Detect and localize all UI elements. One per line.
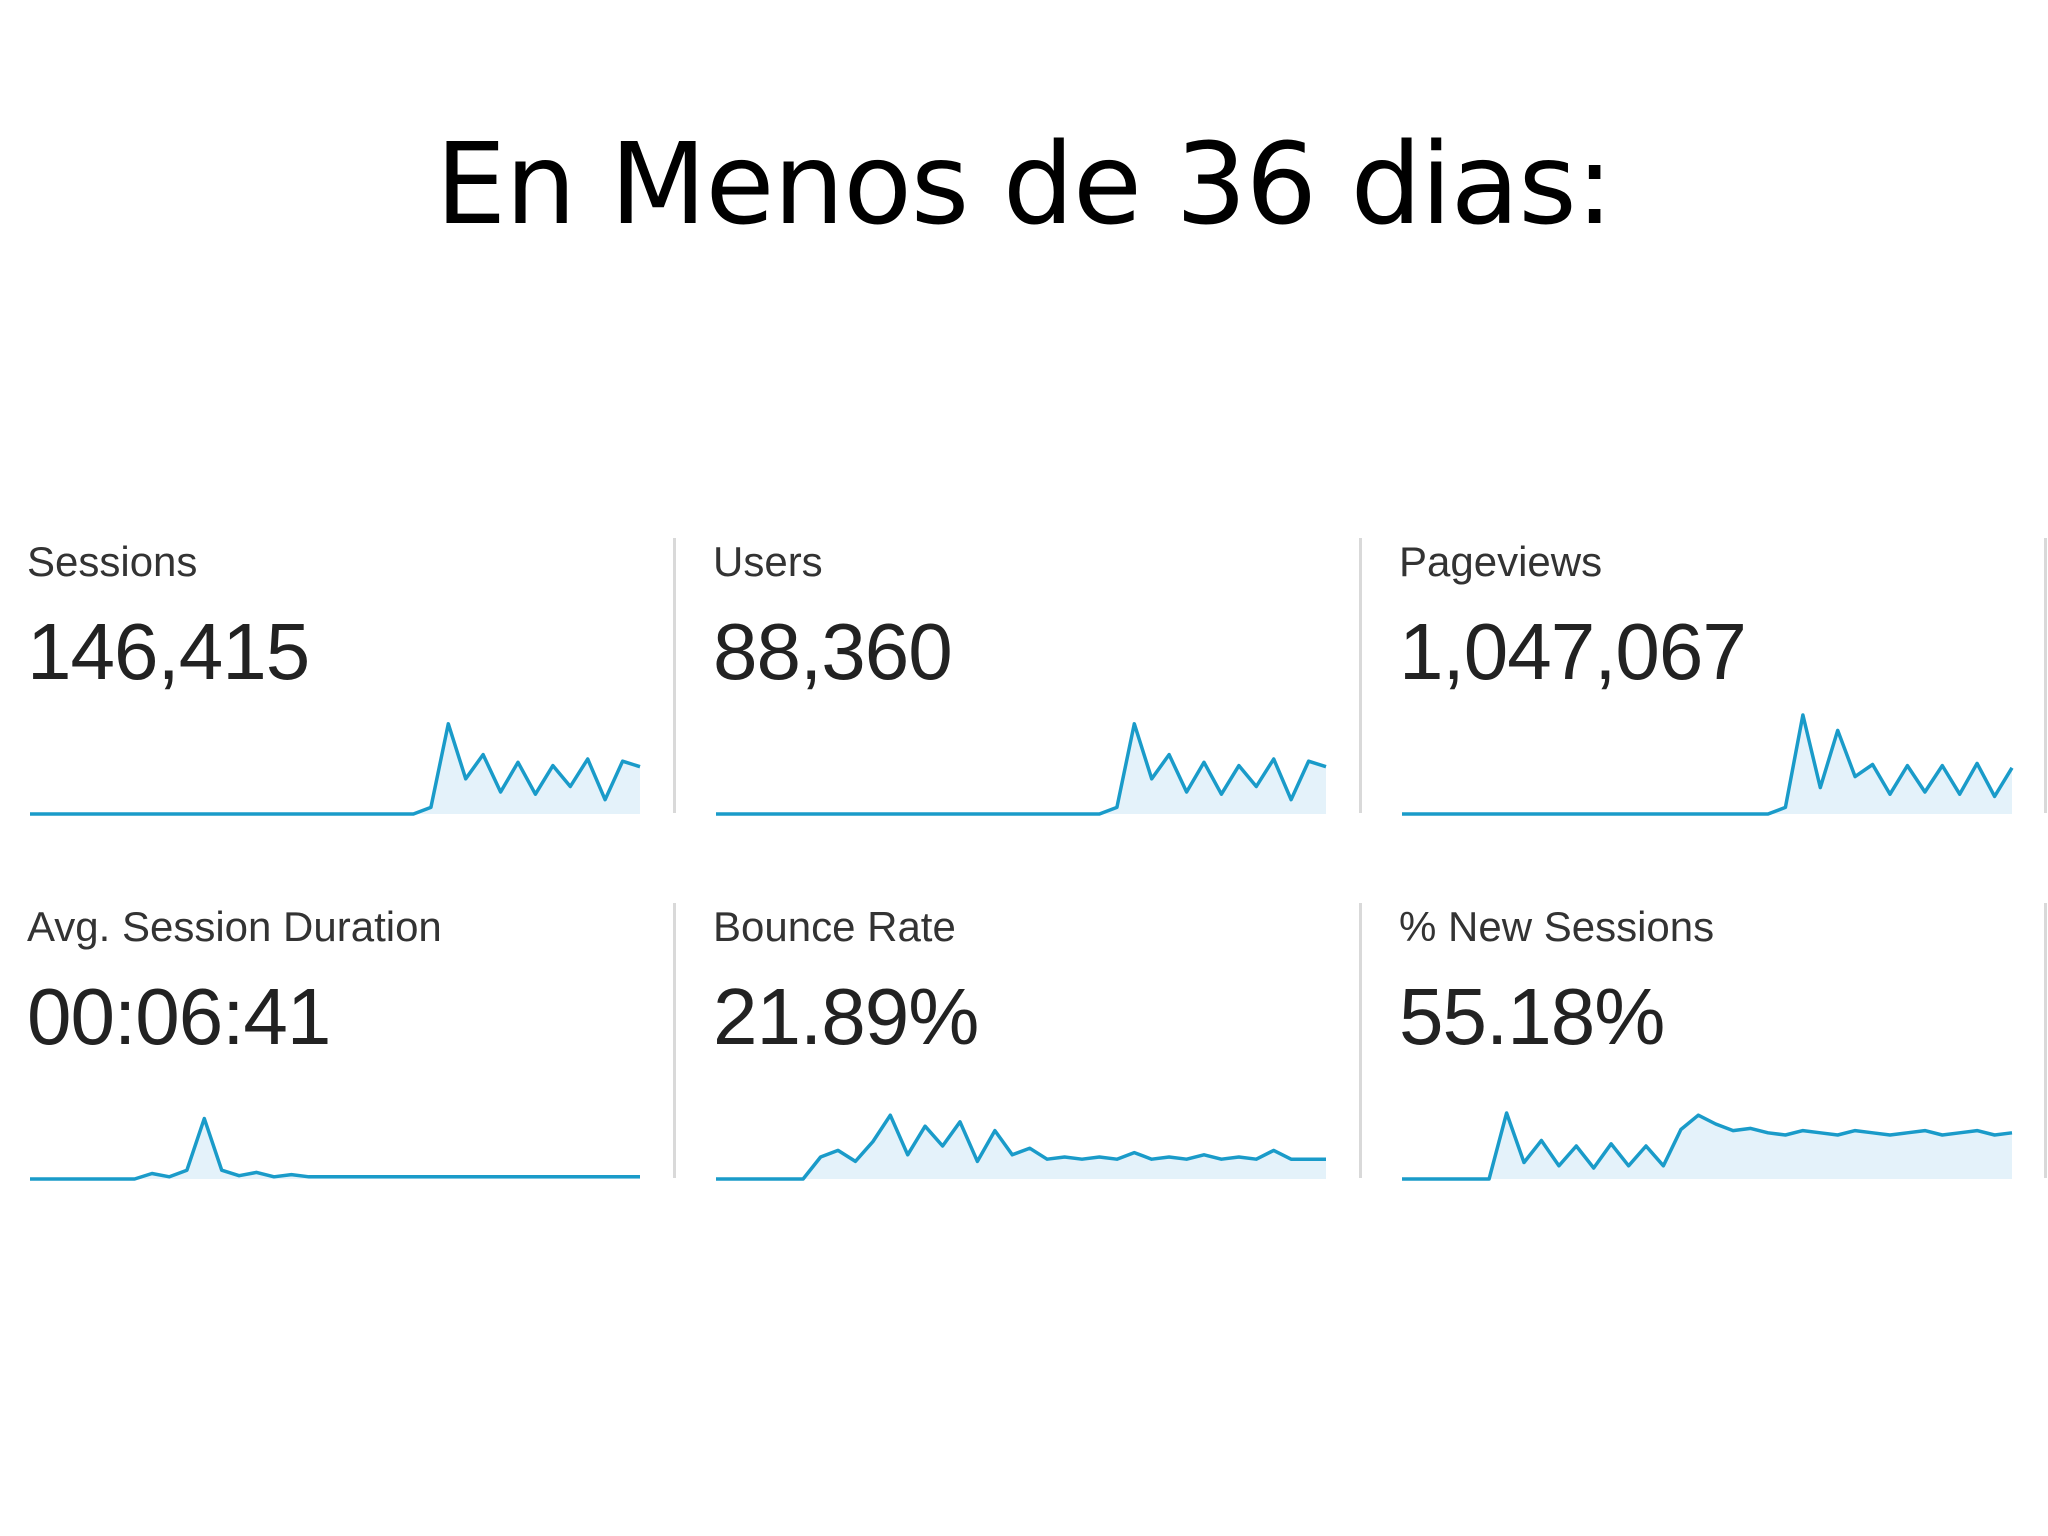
sparkline-area xyxy=(1768,715,2012,814)
sparkline-line xyxy=(716,722,1327,816)
metric-value: 21.89% xyxy=(713,972,979,1061)
metric-value: 88,360 xyxy=(713,607,953,696)
metric-label: Pageviews xyxy=(1399,538,1603,585)
metric-label: Users xyxy=(713,538,823,585)
sparkline-line xyxy=(1402,713,2014,816)
metric-label: Sessions xyxy=(27,538,198,585)
divider xyxy=(673,538,676,813)
sparkline-chart xyxy=(1402,1111,2013,1181)
sparkline-line xyxy=(716,1113,1326,1181)
metric-card-avg-session-duration[interactable]: Avg. Session Duration 00:06:41 xyxy=(0,903,686,1181)
metric-label: % New Sessions xyxy=(1399,903,1715,950)
metric-card-new-sessions[interactable]: % New Sessions 55.18% xyxy=(1372,903,2048,1181)
metrics-row-2: Avg. Session Duration 00:06:41 Bounce Ra… xyxy=(0,903,2048,1188)
divider xyxy=(1359,538,1362,813)
divider xyxy=(2044,538,2047,813)
metric-card-pageviews[interactable]: Pageviews 1,047,067 xyxy=(1372,538,2048,816)
divider xyxy=(1359,903,1362,1178)
metrics-grid: Sessions 146,415 Users 88,360 Pageviews … xyxy=(0,538,2048,1181)
sparkline-chart xyxy=(716,1113,1326,1181)
metric-label: Bounce Rate xyxy=(713,903,956,950)
sparkline-chart xyxy=(1402,713,2014,816)
metric-card-bounce-rate[interactable]: Bounce Rate 21.89% xyxy=(686,903,1372,1181)
sparkline-line xyxy=(30,722,641,816)
sparkline-chart xyxy=(30,1116,640,1181)
metric-card-users[interactable]: Users 88,360 xyxy=(686,538,1372,816)
metric-value: 55.18% xyxy=(1399,972,1665,1061)
metric-label: Avg. Session Duration xyxy=(27,903,442,950)
sparkline-area xyxy=(1489,1113,2012,1179)
divider xyxy=(673,903,676,1178)
sparkline-area xyxy=(1099,723,1326,814)
sparkline-area xyxy=(803,1115,1326,1179)
sparkline-area xyxy=(413,723,640,814)
metrics-row-1: Sessions 146,415 Users 88,360 Pageviews … xyxy=(0,538,2048,823)
metric-value: 146,415 xyxy=(27,607,310,696)
metric-card-sessions[interactable]: Sessions 146,415 xyxy=(0,538,686,816)
metric-value: 00:06:41 xyxy=(27,972,331,1061)
sparkline-area xyxy=(134,1118,640,1179)
sparkline-line xyxy=(1402,1111,2013,1181)
metric-value: 1,047,067 xyxy=(1399,607,1747,696)
slide-title: En Menos de 36 dias: xyxy=(435,120,1614,250)
sparkline-line xyxy=(30,1116,640,1181)
sparkline-chart xyxy=(30,722,641,816)
divider xyxy=(2044,903,2047,1178)
sparkline-chart xyxy=(716,722,1327,816)
